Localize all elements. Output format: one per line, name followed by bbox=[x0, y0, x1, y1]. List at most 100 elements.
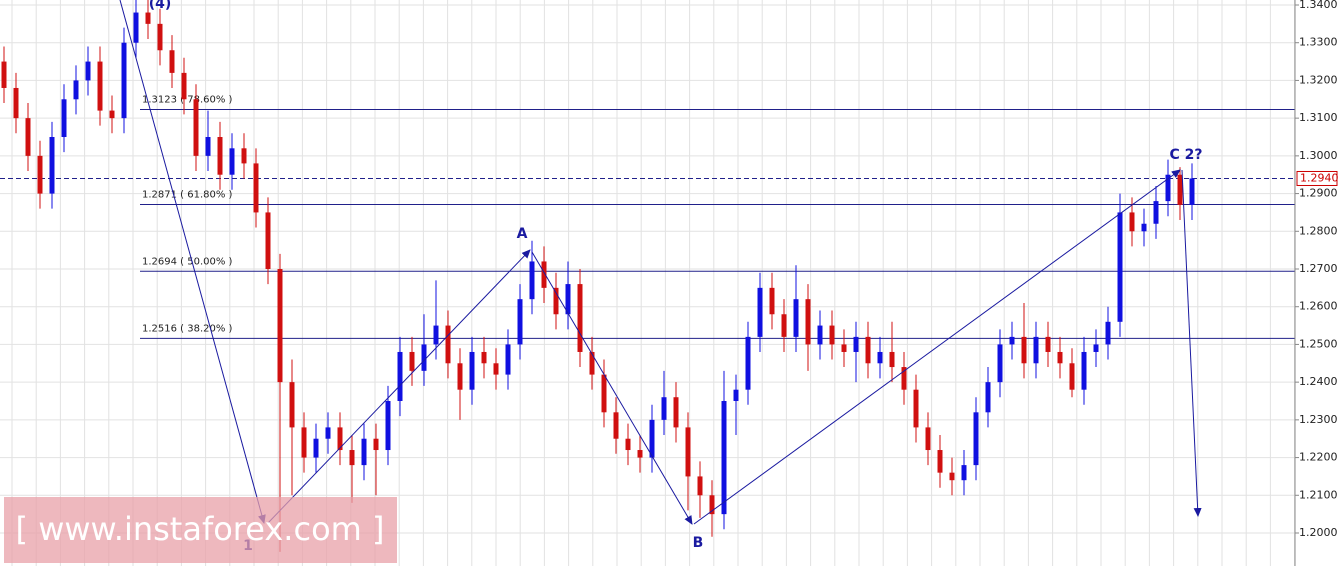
candle-body bbox=[901, 367, 907, 390]
y-tick-label: 1.2600 bbox=[1299, 300, 1338, 313]
fib-label: 1.3123 ( 78.60% ) bbox=[142, 94, 233, 105]
candle-body bbox=[1189, 178, 1195, 205]
candle-body bbox=[1009, 336, 1015, 345]
candle-body bbox=[409, 351, 415, 371]
wave-line bbox=[267, 249, 531, 524]
candle-body bbox=[685, 427, 691, 477]
candle-body bbox=[265, 212, 271, 269]
candle-body bbox=[769, 287, 775, 315]
candle-body bbox=[865, 336, 871, 364]
candle-body bbox=[1069, 363, 1075, 390]
y-tick-label: 1.2700 bbox=[1299, 262, 1338, 275]
wave-label: A bbox=[517, 226, 528, 242]
wave-line bbox=[119, 0, 266, 524]
candle-body bbox=[733, 389, 739, 401]
candle-body bbox=[913, 389, 919, 428]
candle-body bbox=[13, 87, 19, 119]
candle-body bbox=[613, 412, 619, 439]
candle-body bbox=[649, 419, 655, 458]
candle-body bbox=[1, 61, 7, 88]
candle-body bbox=[349, 450, 355, 466]
candle-body bbox=[877, 351, 883, 364]
candle-body bbox=[541, 261, 547, 288]
candle-body bbox=[997, 344, 1003, 383]
wave-lines bbox=[119, 0, 1202, 525]
candle-body bbox=[925, 427, 931, 451]
y-tick-label: 1.2500 bbox=[1299, 337, 1338, 350]
candle-body bbox=[937, 450, 943, 473]
candle-body bbox=[961, 465, 967, 481]
candle-body bbox=[145, 12, 151, 24]
y-tick-label: 1.2800 bbox=[1299, 224, 1338, 237]
candle-body bbox=[673, 397, 679, 428]
y-tick-label: 1.2400 bbox=[1299, 375, 1338, 388]
candle-body bbox=[325, 427, 331, 439]
fib-label: 1.2516 ( 38.20% ) bbox=[142, 323, 233, 334]
candle-body bbox=[277, 269, 283, 383]
candle-body bbox=[361, 438, 367, 466]
watermark: [ www.instaforex.com ] bbox=[16, 510, 385, 548]
y-tick-label: 1.3000 bbox=[1299, 149, 1338, 162]
candle-body bbox=[301, 427, 307, 458]
candle-body bbox=[205, 137, 211, 156]
price-box bbox=[1296, 170, 1338, 186]
candle-body bbox=[1021, 336, 1027, 364]
wave-line bbox=[1181, 169, 1202, 517]
candle-body bbox=[661, 397, 667, 420]
fib-label: 1.2871 ( 61.80% ) bbox=[142, 190, 233, 201]
candle-body bbox=[745, 336, 751, 390]
candle-body bbox=[1153, 201, 1159, 224]
candle-body bbox=[109, 110, 115, 119]
candle-body bbox=[61, 99, 67, 137]
watermark-box bbox=[4, 497, 397, 563]
candle-body bbox=[817, 325, 823, 345]
candle-body bbox=[601, 374, 607, 413]
candle-body bbox=[1177, 174, 1183, 205]
candle-body bbox=[121, 42, 127, 119]
candle-body bbox=[577, 284, 583, 352]
candle-body bbox=[793, 299, 799, 337]
wave-label: (4) bbox=[149, 0, 172, 12]
candle-body bbox=[181, 72, 187, 100]
y-tick-label: 1.2000 bbox=[1299, 526, 1338, 539]
candle-body bbox=[469, 351, 475, 390]
candle-body bbox=[517, 299, 523, 345]
candle-body bbox=[1093, 344, 1099, 352]
candle-body bbox=[397, 351, 403, 401]
candle-body bbox=[133, 12, 139, 43]
wave-line bbox=[693, 169, 1181, 525]
candle-body bbox=[97, 61, 103, 111]
candle-body bbox=[829, 325, 835, 345]
candle-body bbox=[625, 438, 631, 451]
candle-body bbox=[589, 351, 595, 375]
candle-body bbox=[565, 284, 571, 315]
candle-body bbox=[421, 344, 427, 371]
y-tick-label: 1.2200 bbox=[1299, 451, 1338, 464]
candle-body bbox=[493, 363, 499, 375]
candle-body bbox=[697, 476, 703, 496]
candle-body bbox=[49, 137, 55, 194]
candle-body bbox=[889, 351, 895, 368]
candle-body bbox=[37, 155, 43, 194]
y-tick-label: 1.3100 bbox=[1299, 111, 1338, 124]
candle-body bbox=[853, 336, 859, 352]
y-tick-label: 1.3400 bbox=[1299, 0, 1338, 11]
candle-body bbox=[973, 412, 979, 466]
y-tick-label: 1.2300 bbox=[1299, 413, 1338, 426]
candle-body bbox=[841, 344, 847, 352]
candle-body bbox=[985, 382, 991, 413]
candle-body bbox=[1045, 336, 1051, 352]
candle-body bbox=[229, 148, 235, 175]
candle-body bbox=[1081, 351, 1087, 390]
candle-body bbox=[25, 118, 31, 156]
candle-body bbox=[805, 299, 811, 345]
candle-body bbox=[1105, 321, 1111, 345]
candle-body bbox=[157, 23, 163, 51]
candle-body bbox=[721, 401, 727, 515]
y-tick-label: 1.2100 bbox=[1299, 488, 1338, 501]
candle-body bbox=[481, 351, 487, 364]
wave-line bbox=[531, 251, 693, 525]
candle-body bbox=[529, 261, 535, 300]
y-tick-label: 1.2900 bbox=[1299, 187, 1338, 200]
